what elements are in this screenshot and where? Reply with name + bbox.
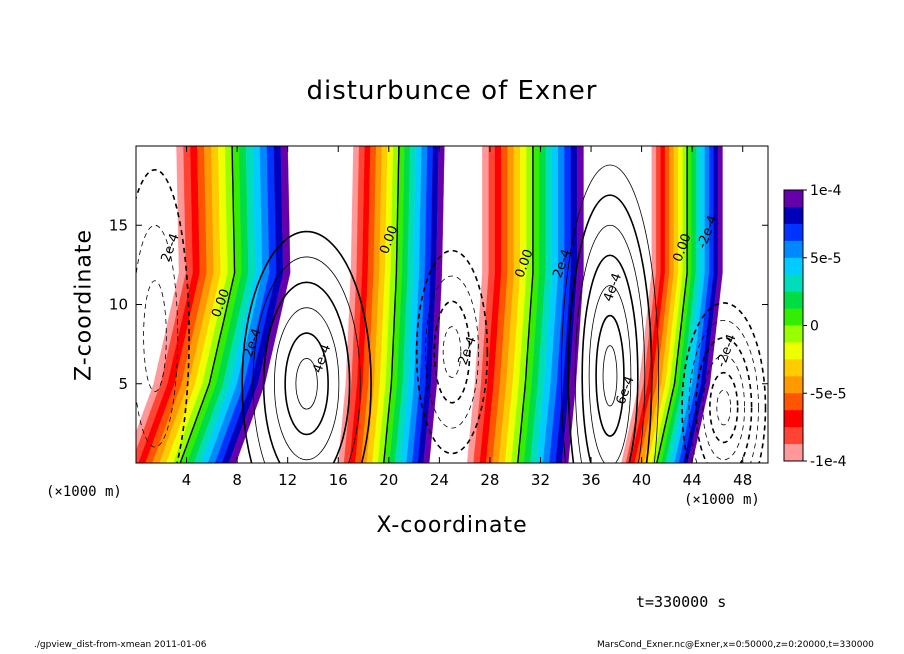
negative-contour	[709, 371, 739, 444]
contour-label: -2e-4	[714, 332, 740, 369]
color-band	[561, 146, 584, 463]
y-tick-label: 5	[118, 375, 128, 393]
contour-label: 4e-4	[310, 342, 334, 375]
colorbar: 1e-4 5e-5 0 -5e-5 -1e-4	[783, 183, 847, 470]
x-tick-label: 44	[683, 471, 702, 489]
contour-lines	[136, 146, 767, 463]
negative-contour	[688, 319, 759, 463]
x-tick-label: 20	[379, 471, 398, 489]
x-axis-label: X-coordinate	[376, 513, 528, 538]
colorbar-swatch	[784, 223, 803, 242]
x-tick-label: 28	[480, 471, 499, 489]
zero-contour	[517, 146, 534, 463]
chart-title: disturbunce of Exner	[306, 76, 598, 106]
x-tick-label: 48	[733, 471, 752, 489]
positive-contour	[574, 224, 646, 463]
x-unit-label: (×1000 m)	[46, 484, 122, 500]
colorbar-swatch	[784, 427, 803, 445]
positive-contour	[295, 357, 318, 410]
positive-contour	[560, 164, 660, 463]
colorbar-swatch	[784, 240, 803, 259]
colorbar-swatch	[784, 274, 803, 293]
colorbar-swatch	[784, 393, 803, 411]
x-tick-label: 24	[430, 471, 449, 489]
colorbar-swatch	[784, 376, 803, 394]
x-unit-label: (×1000 m)	[684, 492, 760, 508]
contour-label: 4e-4	[601, 271, 625, 304]
negative-contour	[143, 280, 167, 393]
positive-contour	[284, 332, 329, 436]
time-label: t=330000 s	[636, 593, 727, 611]
color-field	[136, 146, 723, 463]
color-band	[423, 146, 445, 463]
colorbar-swatch	[784, 359, 803, 377]
negative-contour	[433, 300, 471, 404]
zero-contour	[656, 146, 688, 463]
colorbar-tick-label: 0	[810, 319, 819, 335]
colorbar-swatch	[784, 342, 803, 360]
positive-contour	[581, 254, 639, 463]
colorbar-tick-label: -5e-5	[810, 386, 847, 402]
negative-contour	[702, 354, 746, 461]
colorbar-swatch	[784, 410, 803, 428]
negative-contour	[716, 389, 732, 426]
colorbar-tick-label: 1e-4	[810, 183, 842, 199]
colorbar-swatch	[784, 206, 803, 225]
negative-contour	[136, 224, 179, 448]
colorbar-swatch	[784, 308, 803, 326]
zero-contour	[179, 146, 236, 463]
positive-contour	[595, 314, 625, 437]
y-tick-label: 10	[109, 296, 128, 314]
x-tick-label: 4	[182, 471, 192, 489]
zero-contour	[383, 146, 400, 463]
positive-contour	[262, 281, 351, 463]
colorbar-tick-label: 5e-5	[810, 251, 841, 267]
negative-contour	[425, 275, 479, 429]
footer-file: MarsCond_Exner.nc@Exner,x=0:50000,z=0:20…	[597, 640, 874, 650]
negative-contour	[442, 326, 462, 378]
y-axis: 5 10 15	[109, 216, 768, 393]
positive-contour	[567, 194, 653, 463]
positive-contour	[602, 345, 618, 407]
x-tick-label: 16	[329, 471, 348, 489]
negative-contour	[415, 249, 489, 455]
y-axis-label: Z-coordinate	[71, 229, 97, 381]
colorbar-swatch	[784, 444, 803, 462]
negative-contour	[136, 169, 190, 463]
colorbar-swatch	[784, 190, 803, 208]
y-tick-label: 15	[109, 216, 128, 234]
positive-contour	[252, 256, 361, 463]
x-tick-label: 40	[632, 471, 651, 489]
colorbar-swatch	[784, 257, 803, 276]
colorbar-swatch	[784, 291, 803, 310]
positive-contour	[241, 230, 372, 463]
x-tick-label: 8	[232, 471, 242, 489]
negative-contour	[681, 302, 767, 463]
colorbar-tick-label: -1e-4	[810, 454, 847, 470]
x-tick-label: 36	[581, 471, 600, 489]
positive-contour	[588, 285, 632, 463]
x-tick-label: 12	[278, 471, 297, 489]
x-axis: 4 8 12 16 20 24 28 32 36 40 44 48	[182, 146, 752, 489]
colorbar-swatch	[784, 325, 803, 343]
positive-contour	[274, 307, 340, 461]
x-tick-label: 32	[531, 471, 550, 489]
footer-source: ./gpview_dist-from-xmean 2011-01-06	[34, 640, 207, 650]
